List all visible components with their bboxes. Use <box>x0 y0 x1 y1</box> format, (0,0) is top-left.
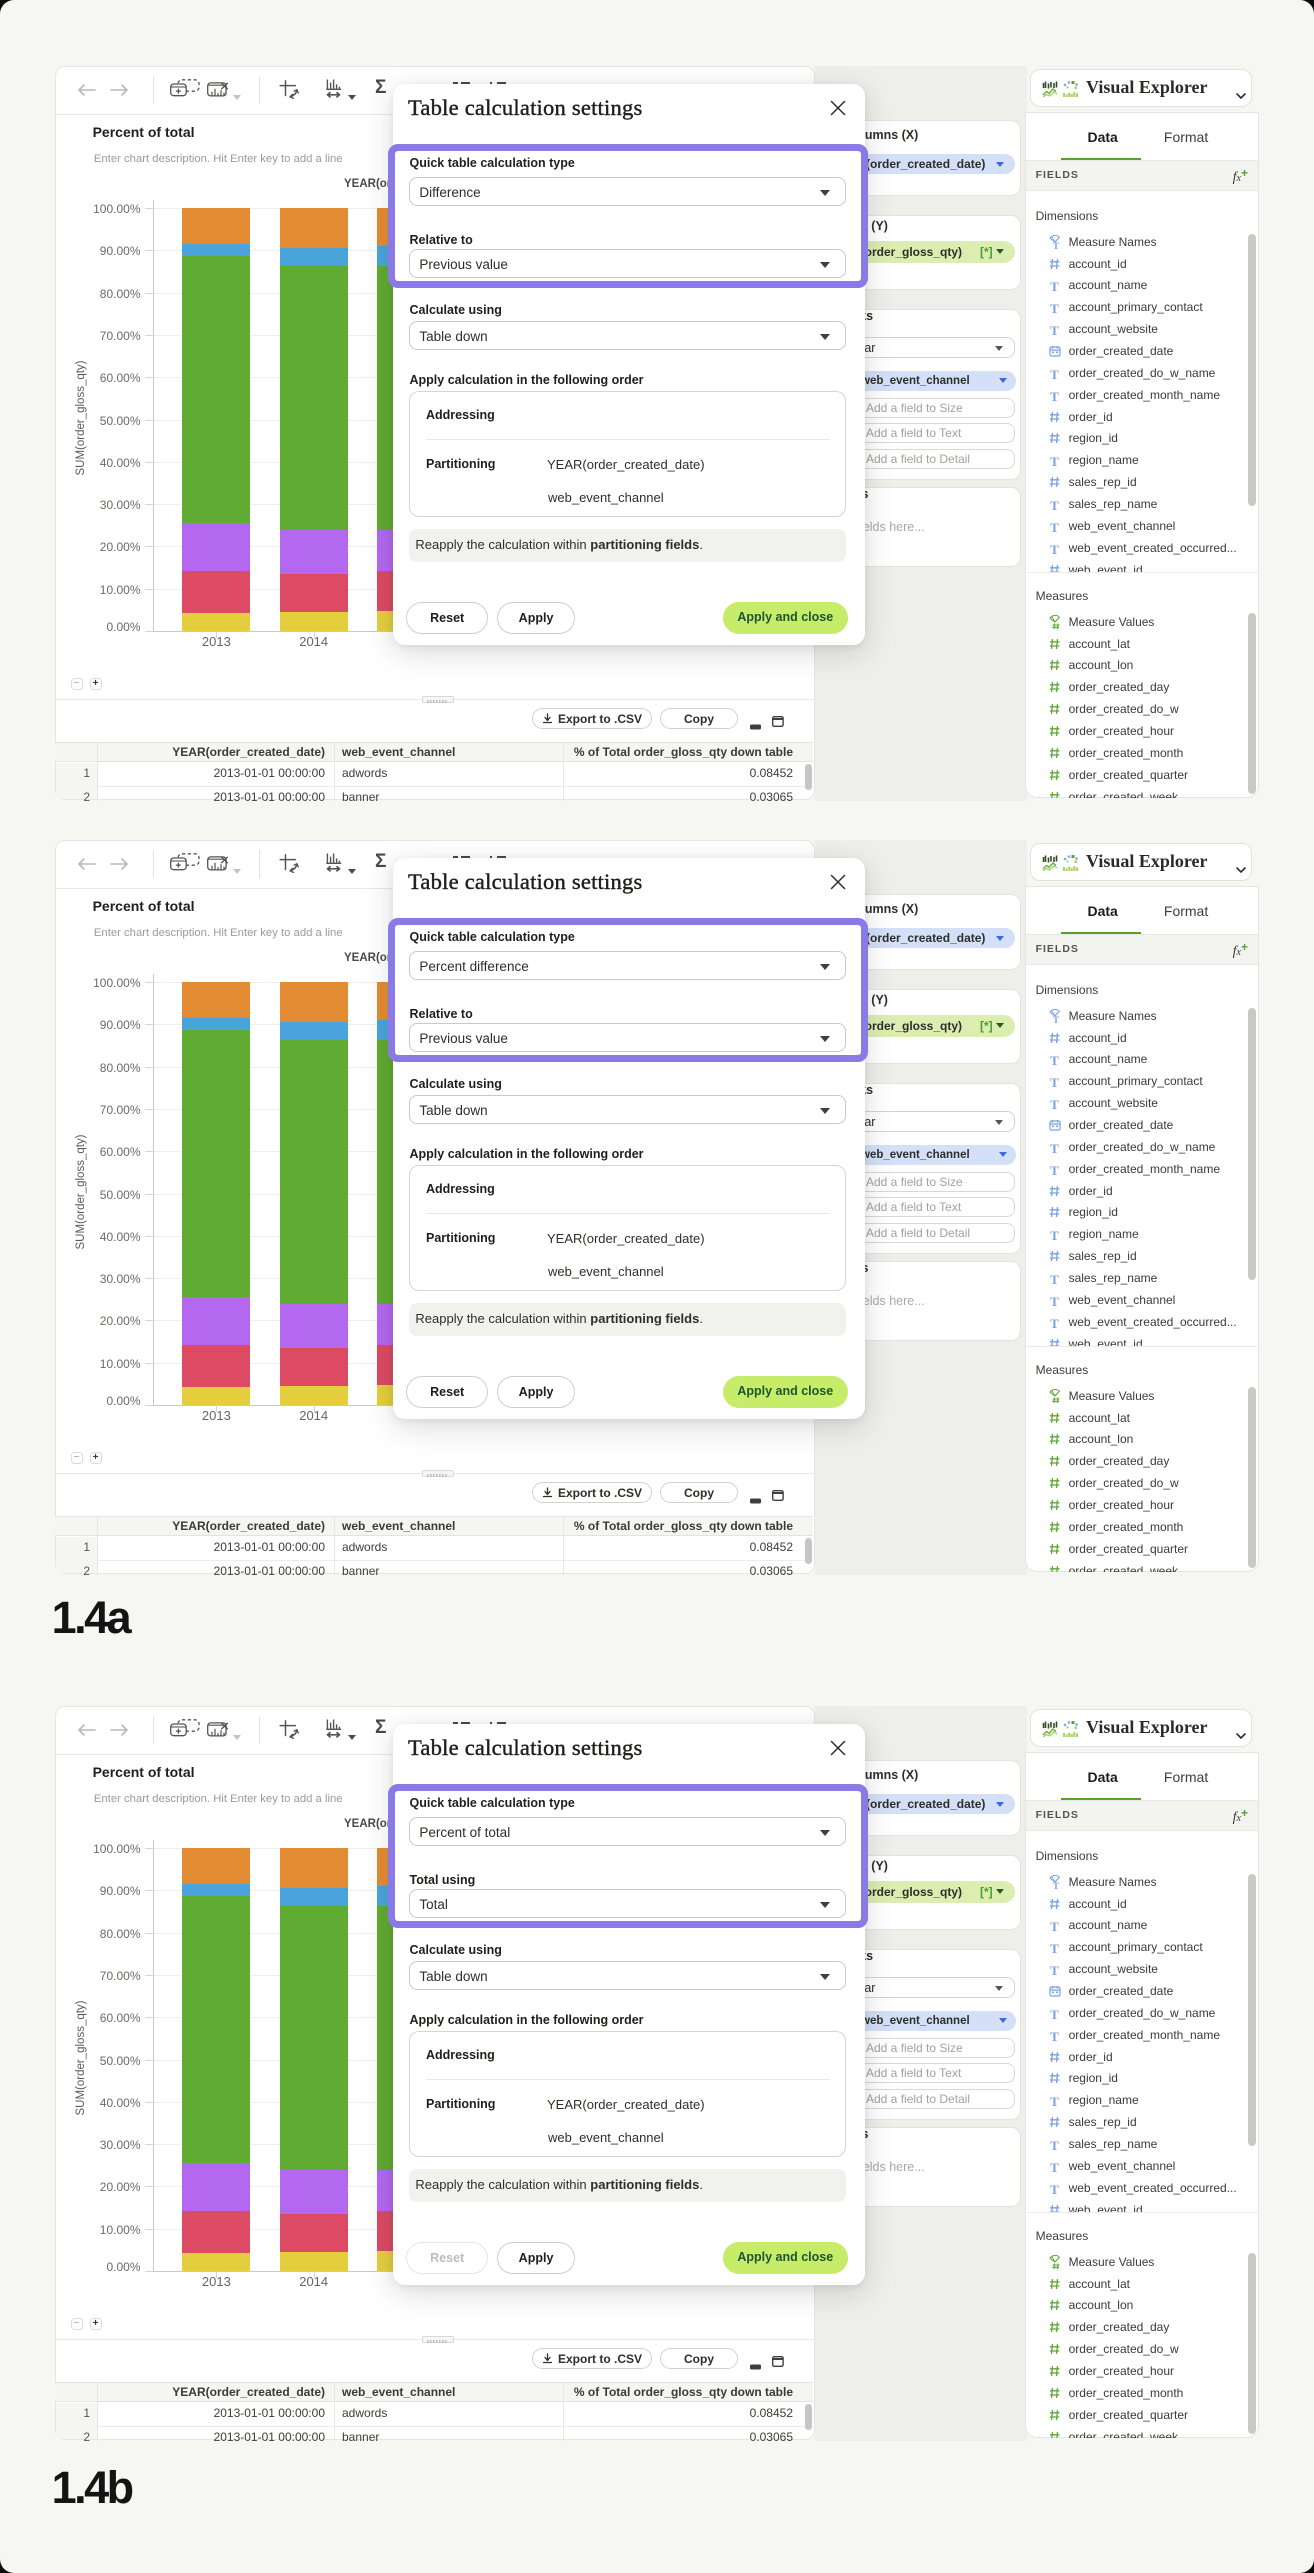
svg-text:T: T <box>1053 1881 1059 1889</box>
svg-text:T: T <box>1053 1015 1059 1023</box>
svg-text:T: T <box>1053 241 1059 249</box>
